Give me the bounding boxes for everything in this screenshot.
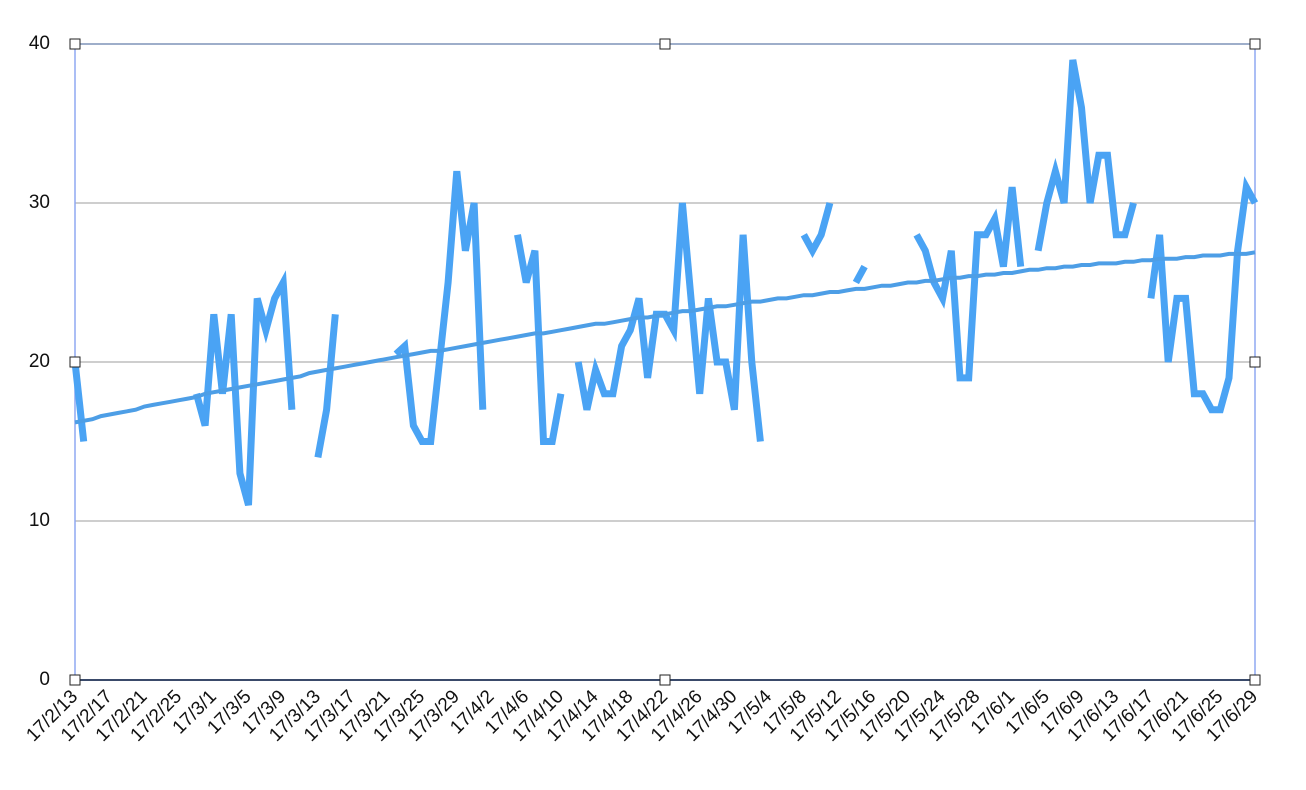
handle[interactable]: [659, 38, 671, 50]
plot: [71, 59, 1259, 507]
selection-handles: [69, 38, 1261, 686]
y-tick-label: 40: [29, 33, 50, 54]
handle[interactable]: [69, 356, 81, 368]
handle[interactable]: [1249, 356, 1261, 368]
handle[interactable]: [659, 674, 671, 686]
handle[interactable]: [69, 674, 81, 686]
y-tick-label: 30: [29, 192, 50, 213]
y-tick-label: 20: [29, 351, 50, 372]
y-tick-label: 10: [29, 510, 50, 531]
handle[interactable]: [1249, 674, 1261, 686]
handle[interactable]: [69, 38, 81, 50]
trend-line: [74, 250, 1256, 425]
data-line: [71, 59, 1259, 507]
handle[interactable]: [1249, 38, 1261, 50]
y-tick-label: 0: [39, 669, 50, 690]
